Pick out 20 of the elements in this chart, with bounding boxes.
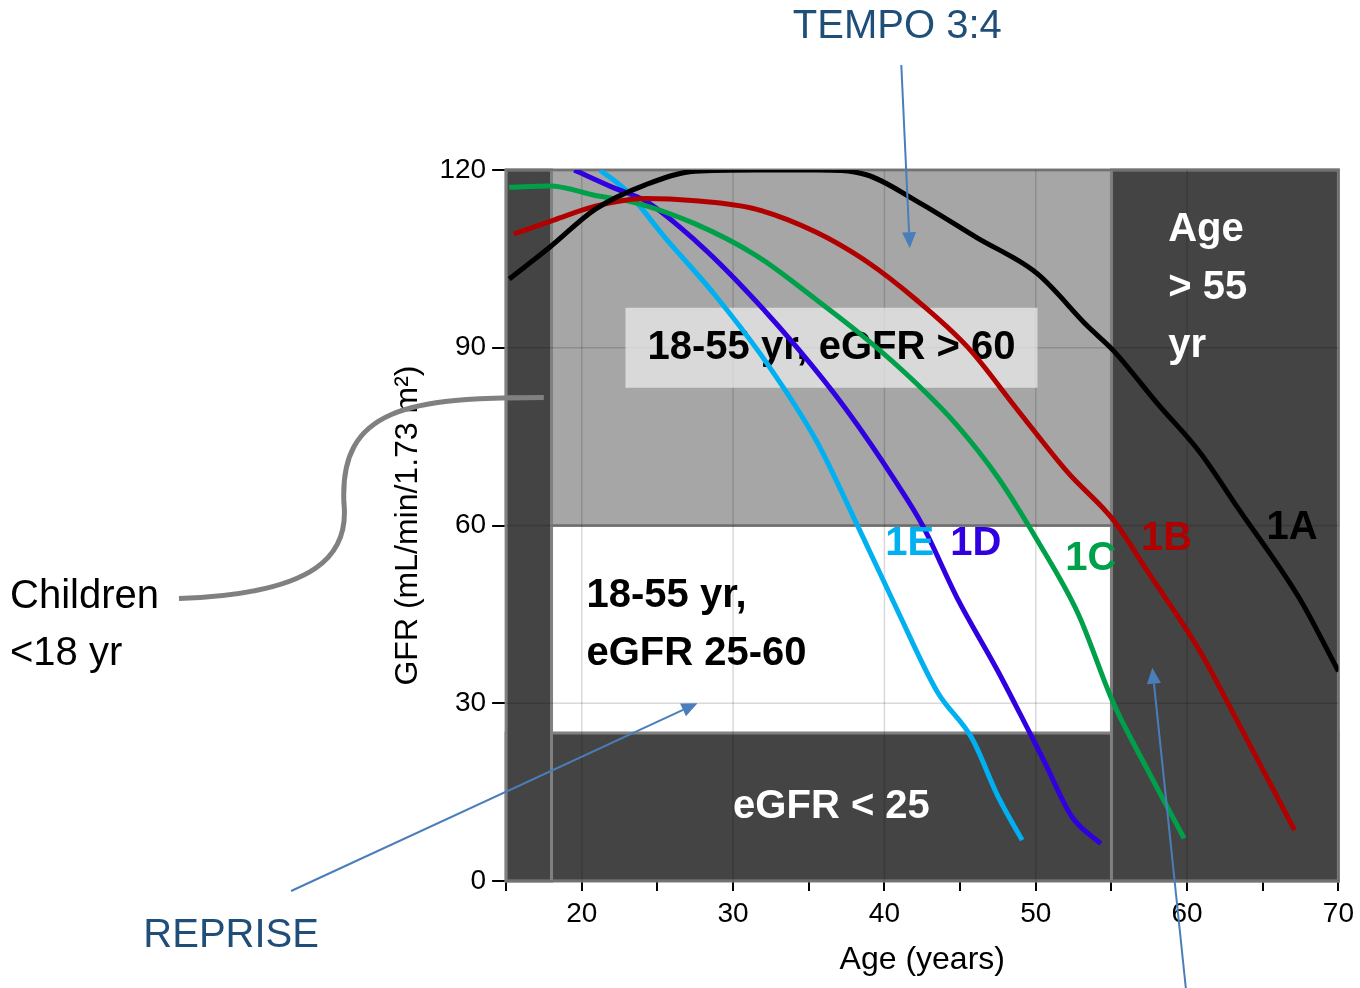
- x-tick-label: 70: [1322, 896, 1355, 928]
- band-label: Age > 55 yr: [1168, 205, 1248, 366]
- series-label: 1B: [1140, 513, 1193, 558]
- band-label: eGFR < 25: [733, 781, 930, 826]
- text: TEMPO 3:4: [792, 2, 1002, 47]
- band-label: Children <18 yr: [10, 571, 159, 673]
- x-tick-label: 40: [868, 896, 901, 928]
- y-tick-label: 60: [454, 508, 487, 540]
- series-label: 1D: [950, 518, 1002, 563]
- annotation: 18-55 yr, eGFR 25-60: [586, 571, 807, 674]
- y-tick-label: 90: [454, 330, 487, 362]
- x-axis-title: Age (years): [839, 939, 1005, 976]
- series-label: 1A: [1266, 502, 1318, 547]
- x-tick-label: 50: [1020, 896, 1052, 928]
- x-tick-label: 20: [566, 896, 598, 928]
- x-tick-label: 30: [717, 896, 749, 928]
- y-tick-label: 120: [439, 152, 487, 184]
- y-tick-label: 0: [470, 863, 487, 895]
- text: REPRISE: [143, 911, 319, 956]
- y-tick-label: 30: [454, 685, 487, 717]
